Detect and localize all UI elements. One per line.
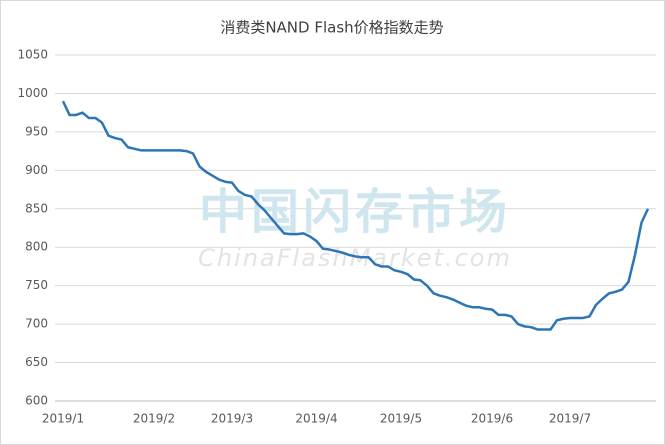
y-tick-label: 1000 bbox=[17, 86, 48, 100]
x-tick-label: 2019/7 bbox=[549, 412, 591, 426]
x-tick-label: 2019/3 bbox=[211, 412, 253, 426]
y-tick-label: 950 bbox=[25, 124, 48, 138]
y-tick-label: 850 bbox=[25, 201, 48, 215]
x-tick-label: 2019/1 bbox=[42, 412, 84, 426]
y-tick-label: 1050 bbox=[17, 48, 48, 62]
chart-title: 消费类NAND Flash价格指数走势 bbox=[220, 19, 443, 37]
y-tick-label: 700 bbox=[25, 317, 48, 331]
watermark-subtitle: ChinaFlashMarket.com bbox=[198, 244, 512, 272]
y-tick-label: 800 bbox=[25, 240, 48, 254]
y-tick-label: 900 bbox=[25, 163, 48, 177]
x-tick-label: 2019/2 bbox=[133, 412, 175, 426]
x-tick-label: 2019/4 bbox=[295, 412, 337, 426]
x-tick-label: 2019/6 bbox=[471, 412, 513, 426]
y-tick-label: 750 bbox=[25, 278, 48, 292]
data-line bbox=[61, 100, 650, 331]
y-tick-label: 600 bbox=[25, 394, 48, 408]
y-tick-label: 650 bbox=[25, 355, 48, 369]
watermark: 中国闪存市场 bbox=[199, 184, 511, 240]
x-tick-label: 2019/5 bbox=[380, 412, 422, 426]
